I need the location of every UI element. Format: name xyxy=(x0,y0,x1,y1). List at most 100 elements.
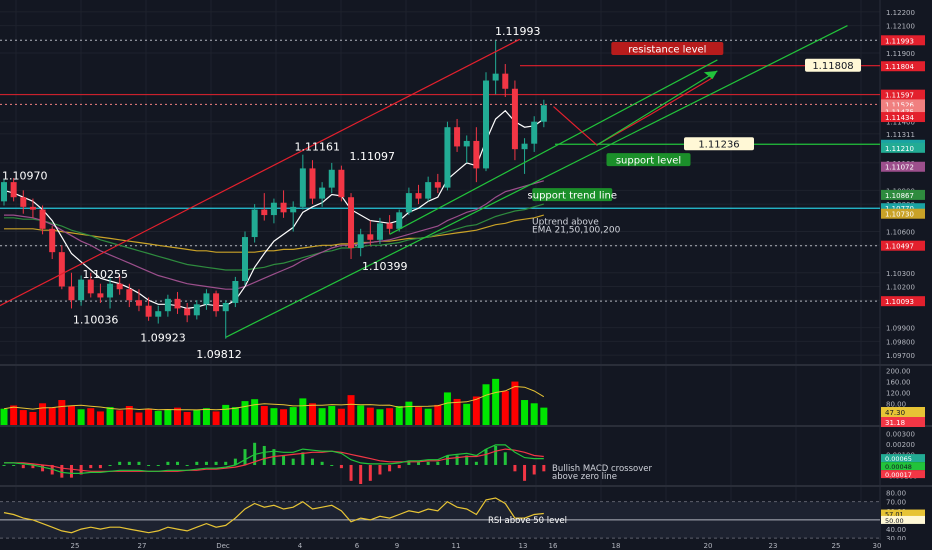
candle-body xyxy=(174,298,181,309)
resistance-price: 1.11808 xyxy=(812,61,853,72)
macd-histogram-bar xyxy=(445,455,449,465)
candle-body xyxy=(454,127,461,147)
candle-body xyxy=(463,140,470,147)
projected-path-green xyxy=(596,70,718,146)
volume-badge xyxy=(881,407,925,417)
price-badge-label: 1.11434 xyxy=(885,114,914,122)
ema-50-line xyxy=(4,180,544,290)
candle-body xyxy=(299,168,306,207)
uptrend-note-2: EMA 21,50,100,200 xyxy=(532,226,621,236)
volume-bar xyxy=(289,407,297,425)
time-axis[interactable]: 25 27 Dec 4 6 9 11 13 16 18 20 23 25 30 xyxy=(0,540,932,550)
candle-body xyxy=(367,234,374,240)
price-tick-label: 1.10300 xyxy=(886,270,915,278)
candle-body xyxy=(531,121,538,144)
price-badge-label: 1.10497 xyxy=(885,243,914,251)
macd-badge-label: 0.00017 xyxy=(885,471,912,479)
candle-body xyxy=(473,140,480,169)
label-10036: 1.10036 xyxy=(73,314,119,327)
macd-histogram-bar xyxy=(523,464,527,481)
date-tick-label: 18 xyxy=(612,542,621,550)
candle-body xyxy=(348,197,355,249)
date-tick-label: 25 xyxy=(71,542,80,550)
price-badge-label: 1.11597 xyxy=(885,92,914,100)
macd-histogram-bar xyxy=(368,464,372,481)
candle-body xyxy=(483,80,489,169)
candle-body xyxy=(415,193,422,199)
candle-body xyxy=(203,293,210,305)
macd-histogram-bar xyxy=(417,461,421,465)
volume-bar xyxy=(280,409,288,425)
macd-histogram-bar xyxy=(320,461,324,465)
candle-body xyxy=(328,169,335,188)
volume-bar xyxy=(0,408,8,425)
candle-body xyxy=(184,308,191,316)
volume-bar xyxy=(482,384,490,425)
price-badge-label: 1.11210 xyxy=(885,145,914,153)
candle-body xyxy=(29,206,36,210)
rsi-tick-label: 80.00 xyxy=(886,490,906,498)
volume-bar xyxy=(453,398,461,425)
volume-bar xyxy=(202,408,210,425)
macd-histogram-bar xyxy=(349,464,353,481)
volume-bar xyxy=(183,411,191,425)
resistance-label-box xyxy=(611,41,724,55)
label-high: 1.11993 xyxy=(495,25,541,38)
price-tick-label: 1.11311 xyxy=(886,131,915,139)
volume-bar xyxy=(29,411,37,425)
price-tick-label: 1.09700 xyxy=(886,352,915,360)
volume-bar xyxy=(193,409,201,425)
volume-tick-label: 80.00 xyxy=(886,400,906,408)
candle-body xyxy=(357,234,364,249)
volume-bar xyxy=(405,401,413,425)
volume-bar xyxy=(39,403,47,425)
volume-ma-line xyxy=(3,385,545,411)
macd-histogram-bar xyxy=(224,461,228,465)
macd-histogram-bar xyxy=(465,455,469,465)
macd-histogram-bar xyxy=(513,464,517,472)
price-badge xyxy=(881,99,925,110)
price-axis[interactable]: 1.122001.121001.119001.116001.114001.113… xyxy=(881,9,925,360)
macd-histogram-bar xyxy=(310,458,314,465)
volume-bar xyxy=(10,405,18,425)
rsi-badge-label: 57.01 xyxy=(885,511,904,519)
label-10970: 1.10970 xyxy=(2,169,48,182)
macd-note-2: above zero line xyxy=(552,472,617,482)
macd-panel: 0.003000.002000.001000.00000-0.001000.00… xyxy=(2,430,925,484)
candle-body xyxy=(1,182,7,202)
macd-histogram-bar xyxy=(108,464,112,466)
candle-body xyxy=(251,209,258,238)
rsi-note: RSI above 50 level xyxy=(488,516,567,526)
ema-200-line xyxy=(4,214,544,253)
macd-histogram-bar xyxy=(378,464,382,475)
label-11161: 1.11161 xyxy=(295,141,341,154)
candle-body xyxy=(232,280,239,303)
volume-bar xyxy=(424,408,432,425)
support-price-box xyxy=(684,137,754,151)
support-label: support level xyxy=(616,156,681,167)
price-tick-label: 1.09800 xyxy=(886,338,915,346)
rsi-tick-label: 70.00 xyxy=(886,499,906,507)
price-badge-label: 1.11526 xyxy=(885,101,914,109)
arrow-head xyxy=(703,70,718,80)
macd-histogram-bar xyxy=(41,464,45,472)
macd-histogram-bar xyxy=(176,461,180,465)
macd-histogram-bar xyxy=(474,461,478,465)
volume-bar xyxy=(106,407,114,425)
macd-tick-label: 0.00300 xyxy=(886,430,915,438)
candle-body xyxy=(39,209,46,229)
ema-21-line xyxy=(3,109,545,310)
volume-bar xyxy=(318,408,326,425)
volume-bar xyxy=(212,411,220,425)
volume-bar xyxy=(145,408,153,425)
macd-histogram-bar xyxy=(185,464,189,466)
price-badge xyxy=(881,142,925,153)
volume-bar xyxy=(77,409,85,425)
price-badge xyxy=(881,35,925,46)
macd-histogram-bar xyxy=(436,461,440,465)
rsi-tick-label: 40.00 xyxy=(886,526,906,534)
price-badge xyxy=(881,106,925,117)
price-badge-label: 1.10730 xyxy=(885,211,914,219)
date-tick-label: 16 xyxy=(549,542,558,550)
candle-body xyxy=(425,182,432,199)
